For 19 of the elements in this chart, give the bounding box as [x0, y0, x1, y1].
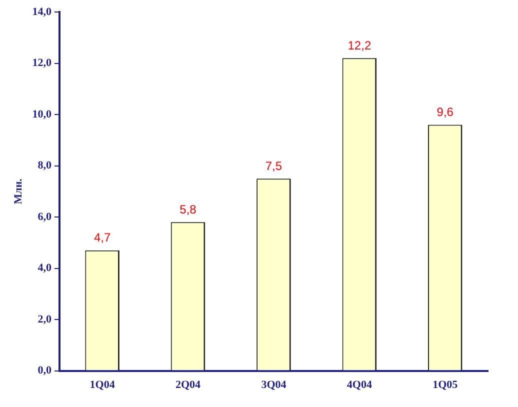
x-tick-label: 2Q04 [175, 379, 202, 392]
y-tick-label: 10,0 [32, 108, 52, 120]
x-tick-label: 1Q05 [432, 379, 458, 392]
x-tick-label: 1Q04 [90, 379, 116, 392]
y-tick-label: 0,0 [38, 364, 52, 377]
data-label: 5,8 [180, 202, 197, 216]
y-tick-label: 4,0 [38, 262, 52, 274]
x-tick-label: 3Q04 [261, 379, 287, 392]
data-label: 4,7 [94, 230, 111, 245]
data-label: 7,5 [265, 158, 282, 173]
x-tick-label: 4Q04 [346, 379, 372, 392]
y-axis-title: Млн. [12, 178, 24, 204]
data-label: 9,6 [436, 105, 454, 120]
y-tick-label: 2,0 [38, 313, 52, 326]
y-tick-label: 6,0 [38, 210, 52, 223]
y-tick-label: 8,0 [38, 160, 52, 172]
y-tick-label: 14,0 [32, 6, 52, 18]
data-label: 12,2 [348, 38, 372, 52]
y-tick-label: 12,0 [32, 57, 52, 70]
